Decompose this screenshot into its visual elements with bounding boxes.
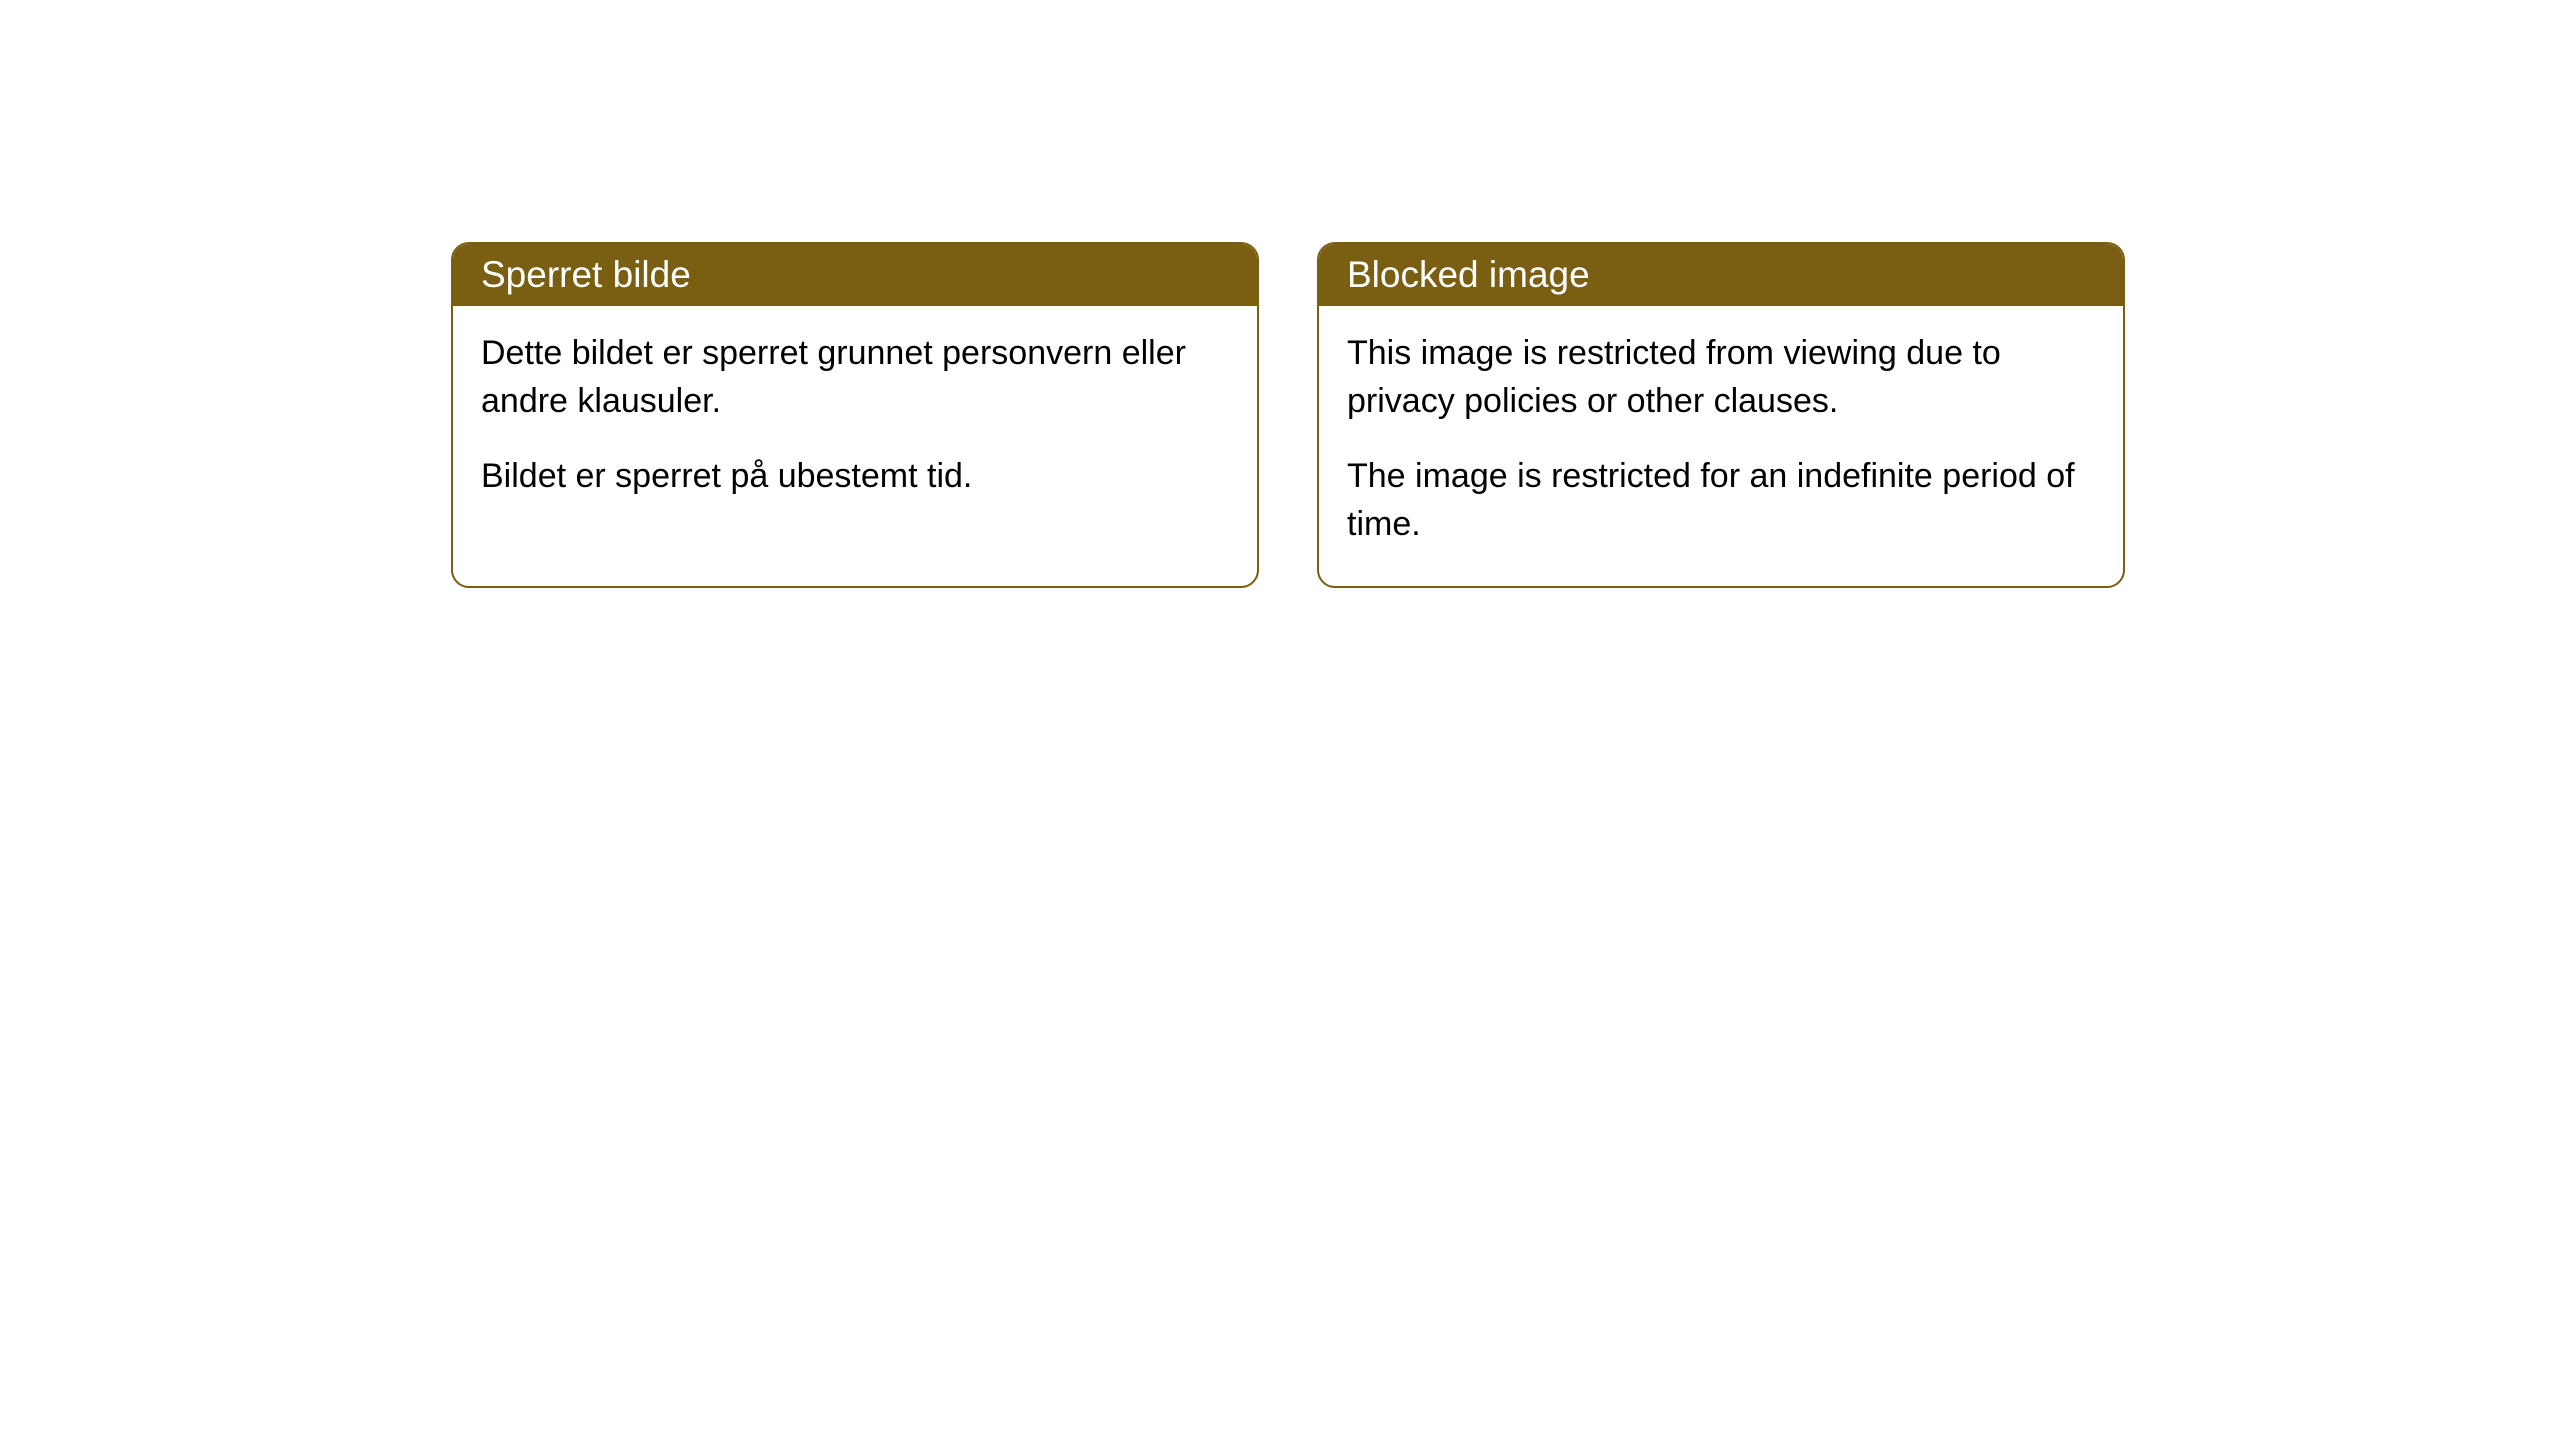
card-header-english: Blocked image bbox=[1319, 244, 2123, 306]
notice-card-norwegian: Sperret bilde Dette bildet er sperret gr… bbox=[451, 242, 1259, 588]
notice-card-english: Blocked image This image is restricted f… bbox=[1317, 242, 2125, 588]
notice-text: This image is restricted from viewing du… bbox=[1347, 330, 2095, 425]
card-body-english: This image is restricted from viewing du… bbox=[1319, 306, 2123, 586]
notice-cards-container: Sperret bilde Dette bildet er sperret gr… bbox=[451, 242, 2125, 588]
notice-text: Dette bildet er sperret grunnet personve… bbox=[481, 330, 1229, 425]
notice-text: The image is restricted for an indefinit… bbox=[1347, 453, 2095, 548]
notice-text: Bildet er sperret på ubestemt tid. bbox=[481, 453, 1229, 501]
card-header-norwegian: Sperret bilde bbox=[453, 244, 1257, 306]
card-body-norwegian: Dette bildet er sperret grunnet personve… bbox=[453, 306, 1257, 539]
card-title: Blocked image bbox=[1347, 254, 1590, 295]
card-title: Sperret bilde bbox=[481, 254, 691, 295]
